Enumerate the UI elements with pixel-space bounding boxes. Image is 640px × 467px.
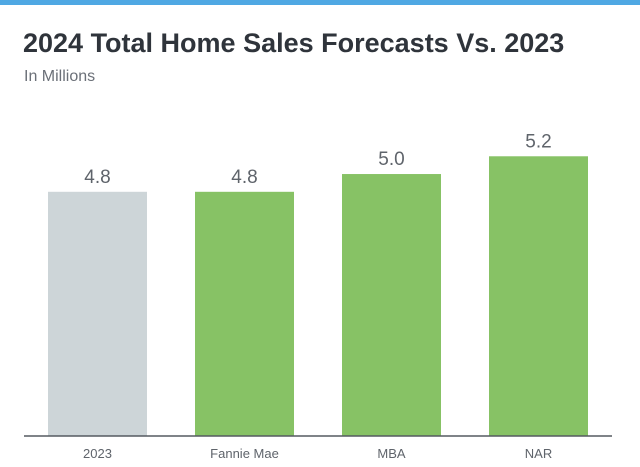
bar: [342, 174, 441, 437]
chart-title: 2024 Total Home Sales Forecasts Vs. 2023: [23, 28, 565, 58]
category-label: MBA: [377, 446, 406, 461]
category-label: Fannie Mae: [210, 446, 279, 461]
value-label: 4.8: [84, 167, 110, 188]
value-label: 4.8: [231, 167, 257, 188]
value-label: 5.2: [525, 131, 551, 152]
chart-subtitle: In Millions: [24, 68, 96, 85]
bar: [489, 156, 588, 436]
category-label: NAR: [525, 446, 552, 461]
bar: [48, 191, 147, 436]
top-accent-bar: [0, 0, 640, 5]
bar: [195, 191, 294, 436]
category-label: 2023: [83, 446, 112, 461]
value-label: 5.0: [378, 149, 404, 170]
